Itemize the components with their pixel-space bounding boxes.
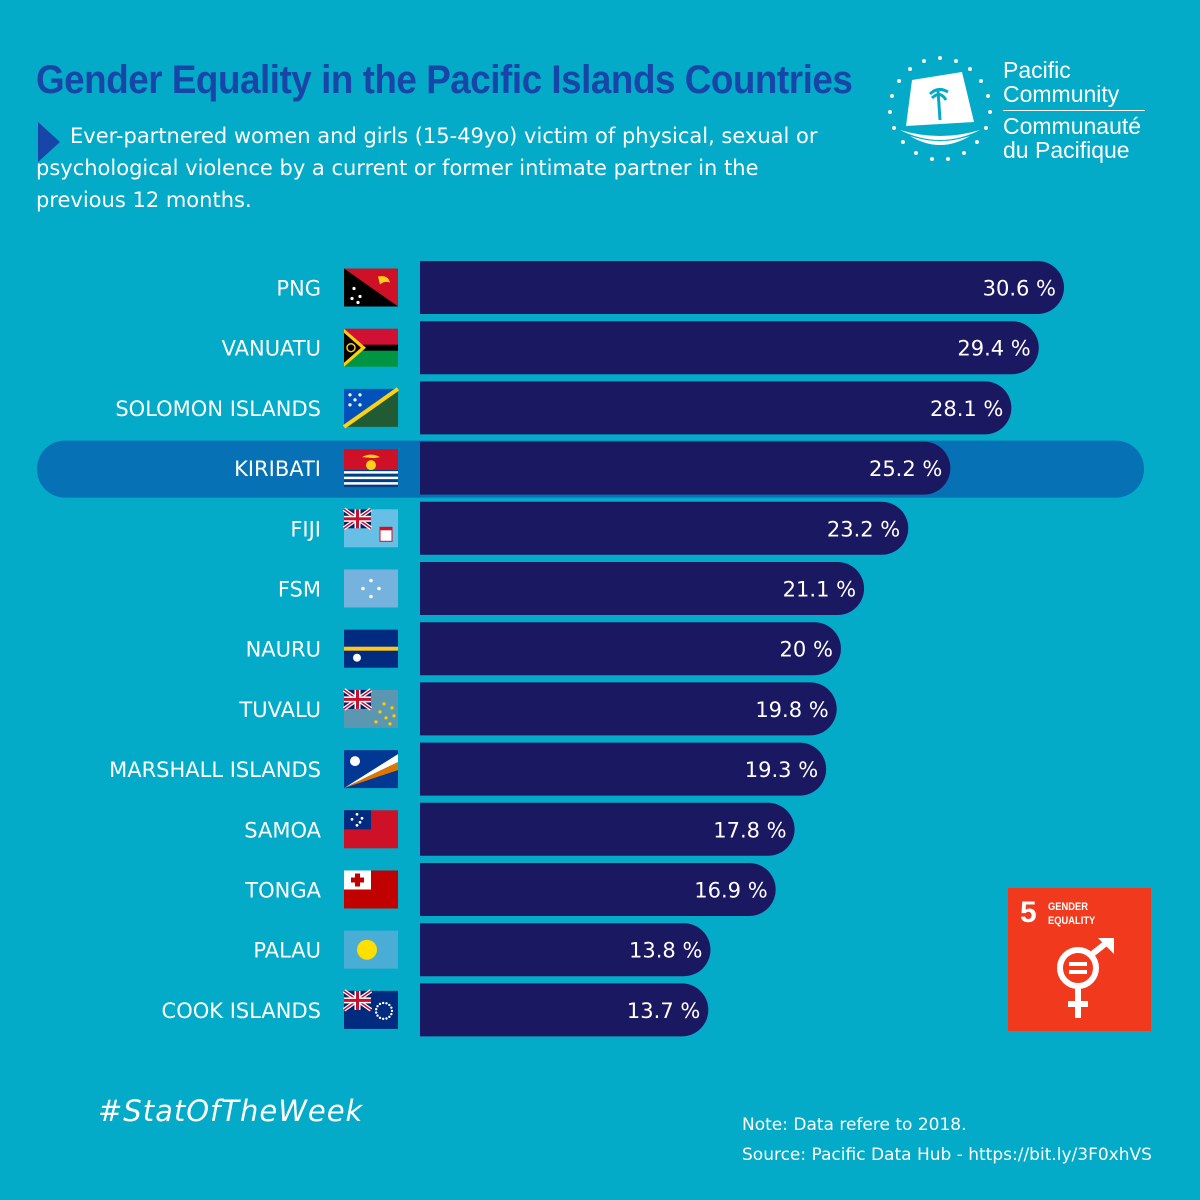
vanuatu-flag-icon bbox=[344, 328, 398, 367]
tonga-flag-icon bbox=[344, 870, 398, 909]
value-label-png: 30.6 % bbox=[983, 277, 1056, 301]
value-label-kiribati: 25.2 % bbox=[869, 457, 942, 481]
hashtag: #StatOfTheWeek bbox=[98, 1094, 364, 1128]
data-note: Note: Data refere to 2018. bbox=[742, 1115, 967, 1135]
bar-marshall-islands bbox=[420, 742, 827, 796]
category-label-solomon-islands: SOLOMON ISLANDS bbox=[115, 397, 321, 421]
bar-nauru bbox=[420, 622, 841, 676]
category-label-palau: PALAU bbox=[253, 939, 321, 963]
bar-kiribati bbox=[420, 441, 951, 495]
sdg-label: GENDER EQUALITY bbox=[1048, 901, 1096, 927]
data-source: Source: Pacific Data Hub - https://bit.l… bbox=[742, 1145, 1152, 1165]
category-label-tonga: TONGA bbox=[244, 879, 321, 903]
png-flag-icon bbox=[344, 268, 398, 307]
marshall-islands-flag-icon bbox=[344, 750, 398, 789]
value-label-tonga: 16.9 % bbox=[694, 879, 767, 903]
bar-tonga bbox=[420, 863, 776, 916]
chart-subtitle: Ever-partnered women and girls (15-49yo)… bbox=[36, 124, 818, 212]
subtitle-marker-icon bbox=[38, 122, 60, 162]
fiji-flag-icon bbox=[342, 507, 398, 548]
tuvalu-flag-icon bbox=[342, 688, 398, 728]
org-name-english: Pacific Community bbox=[1003, 57, 1120, 107]
value-label-solomon-islands: 28.1 % bbox=[930, 397, 1003, 421]
value-label-fsm: 21.1 % bbox=[783, 578, 856, 602]
pacific-community-logo bbox=[888, 56, 992, 161]
bar-png bbox=[420, 261, 1064, 314]
cook-islands-flag-icon bbox=[342, 989, 398, 1029]
category-label-kiribati: KIRIBATI bbox=[234, 457, 321, 481]
value-label-marshall-islands: 19.3 % bbox=[745, 758, 818, 782]
solomon-islands-flag-icon bbox=[342, 387, 400, 429]
bar-cook-islands bbox=[420, 983, 709, 1037]
bar-chart: 30.6 % PNG 29.4 % VANUATU 28.1 % SOLOMON ISLA… bbox=[37, 261, 1144, 1037]
kiribati-flag-icon bbox=[344, 449, 398, 488]
value-label-palau: 13.8 % bbox=[629, 939, 702, 963]
bar-fsm bbox=[420, 562, 865, 615]
bar-tuvalu bbox=[420, 682, 837, 736]
value-label-nauru: 20 % bbox=[780, 638, 833, 662]
category-label-fiji: FIJI bbox=[290, 517, 321, 541]
category-label-fsm: FSM bbox=[278, 578, 321, 602]
bar-fiji bbox=[420, 501, 909, 555]
sdg5-badge: 5 GENDER EQUALITY bbox=[1008, 888, 1151, 1031]
category-label-vanuatu: VANUATU bbox=[222, 337, 321, 361]
fsm-flag-icon bbox=[344, 569, 398, 608]
category-label-png: PNG bbox=[276, 277, 321, 301]
nauru-flag-icon bbox=[344, 629, 398, 668]
value-label-tuvalu: 19.8 % bbox=[755, 698, 828, 722]
category-label-cook-islands: COOK ISLANDS bbox=[162, 999, 321, 1023]
value-label-cook-islands: 13.7 % bbox=[627, 999, 700, 1023]
palau-flag-icon bbox=[344, 930, 398, 969]
bar-vanuatu bbox=[420, 321, 1039, 375]
chart-title: Gender Equality in the Pacific Islands C… bbox=[36, 58, 853, 102]
org-name-french: Communauté du Pacifique bbox=[1003, 113, 1142, 163]
category-label-marshall-islands: MARSHALL ISLANDS bbox=[109, 758, 321, 782]
bar-solomon-islands bbox=[420, 381, 1012, 435]
bar-palau bbox=[420, 923, 711, 977]
sdg-number: 5 bbox=[1020, 896, 1037, 929]
value-label-vanuatu: 29.4 % bbox=[957, 337, 1030, 361]
value-label-samoa: 17.8 % bbox=[713, 818, 786, 842]
org-divider bbox=[1003, 110, 1145, 111]
samoa-flag-icon bbox=[344, 810, 398, 849]
value-label-fiji: 23.2 % bbox=[827, 517, 900, 541]
category-label-samoa: SAMOA bbox=[244, 818, 321, 842]
category-label-nauru: NAURU bbox=[246, 638, 321, 662]
bar-samoa bbox=[420, 802, 795, 856]
category-label-tuvalu: TUVALU bbox=[238, 698, 321, 722]
gender-symbol-icon bbox=[1057, 938, 1114, 1018]
